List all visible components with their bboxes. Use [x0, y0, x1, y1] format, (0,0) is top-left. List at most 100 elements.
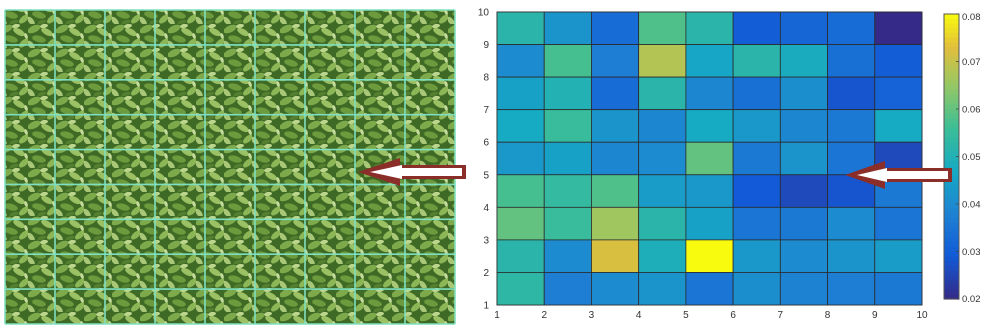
y-tick-label: 8	[483, 73, 489, 84]
arrow-left-icon	[845, 161, 952, 189]
y-tick-label: 5	[483, 170, 489, 181]
heatmap-cell	[543, 76, 592, 111]
heatmap-cell	[638, 174, 687, 208]
heatmap-cell	[779, 109, 828, 143]
heatmap-cell	[543, 272, 592, 306]
colorbar-strip	[944, 213, 959, 219]
x-tick-label: 2	[541, 310, 547, 321]
heatmap-cell	[496, 76, 545, 111]
colorbar-strip	[944, 33, 959, 39]
heatmap-cell	[543, 141, 592, 176]
colorbar-strip	[944, 218, 959, 224]
colorbar-strip	[944, 71, 959, 77]
colorbar-tick-label: 0.08	[962, 12, 981, 23]
heatmap-cell	[543, 44, 592, 78]
colorbar-strip	[944, 223, 959, 229]
colorbar-strip	[944, 294, 959, 300]
heatmap-cell	[827, 272, 876, 306]
colorbar-strip	[944, 275, 959, 281]
heatmap-cell	[874, 44, 923, 78]
y-tick-label: 9	[483, 40, 489, 51]
y-tick-label: 2	[483, 268, 489, 279]
colorbar-strip	[944, 199, 959, 205]
colorbar-tick-label: 0.03	[962, 247, 981, 258]
heatmap-cell	[685, 239, 734, 273]
colorbar-strip	[944, 251, 959, 257]
colorbar-strip	[944, 85, 959, 91]
colorbar-strip	[944, 128, 959, 134]
x-tick-label: 4	[636, 310, 642, 321]
colorbar-strip	[944, 237, 959, 243]
y-tick-label: 4	[483, 203, 489, 214]
heatmap-cell	[827, 11, 876, 45]
arrow-left-icon	[358, 158, 466, 186]
colorbar-strip	[944, 208, 959, 215]
heatmap-cell	[685, 44, 734, 78]
heatmap-cell	[732, 272, 781, 306]
x-tick-label: 5	[683, 310, 689, 321]
colorbar-strip	[944, 23, 959, 29]
colorbar-strip	[944, 147, 959, 153]
colorbar-strip	[944, 18, 959, 25]
colorbar-strip	[944, 118, 959, 124]
heatmap-cell	[685, 109, 734, 143]
heatmap-cell	[732, 44, 781, 78]
heatmap-cell	[874, 272, 923, 306]
colorbar-tick-label: 0.05	[962, 152, 981, 163]
heatmap-cell	[779, 76, 828, 111]
heatmap-cell	[685, 272, 734, 306]
heatmap-cell	[732, 109, 781, 143]
colorbar-strip	[944, 185, 959, 191]
colorbar-tick-label: 0.02	[962, 294, 981, 305]
colorbar-strip	[944, 284, 959, 291]
heatmap-cell	[638, 272, 687, 306]
heatmap-cell	[591, 76, 640, 111]
colorbar-strip	[944, 232, 959, 238]
heatmap-cell	[827, 44, 876, 78]
heatmap-cell	[496, 272, 545, 306]
colorbar-strip	[944, 99, 959, 105]
colorbar-strip	[944, 265, 959, 272]
y-tick-label: 1	[483, 301, 489, 312]
colorbar-strip	[944, 75, 959, 82]
heatmap-cell	[779, 206, 828, 241]
colorbar-strip	[944, 14, 959, 20]
heatmap-cell	[543, 11, 592, 45]
heatmap-cell	[496, 239, 545, 273]
heatmap-cell	[732, 11, 781, 45]
heatmap-cell	[779, 11, 828, 45]
colorbar-strip	[944, 132, 959, 139]
colorbar-strip	[944, 189, 959, 196]
heatmap-chart: 1 2 3 4 5 6 7 8 9 10 1 2 3 4 5 6 7 8 9 10	[478, 8, 928, 322]
colorbar-strip	[944, 204, 959, 210]
colorbar-strip	[944, 242, 959, 248]
heatmap-cell	[779, 272, 828, 306]
colorbar-tick-label: 0.06	[962, 105, 981, 116]
y-tick-label: 10	[478, 8, 490, 19]
heatmap-cell	[874, 206, 923, 241]
heatmap-cell	[827, 109, 876, 143]
colorbar-strip	[944, 47, 959, 53]
heatmap-cell	[732, 76, 781, 111]
heatmap-cell	[543, 109, 592, 143]
heatmap-cell	[496, 141, 545, 176]
heatmap-cell	[638, 44, 687, 78]
heatmap-cell	[638, 109, 687, 143]
heatmap-cell	[874, 11, 923, 45]
heatmap-cell	[732, 174, 781, 208]
heatmap-cell	[638, 239, 687, 273]
colorbar-strip	[944, 42, 959, 48]
colorbar-tick-labels: 0.02 0.03 0.04 0.05 0.06 0.07 0.08	[956, 12, 981, 305]
colorbar-strip	[944, 194, 959, 200]
x-tick-label: 9	[872, 310, 878, 321]
x-tick-label: 1	[494, 310, 500, 321]
colorbar-strip	[944, 137, 959, 143]
heatmap-cell	[638, 206, 687, 241]
heatmap-cell	[685, 76, 734, 111]
heatmap-cell	[874, 76, 923, 111]
colorbar-strip	[944, 280, 959, 286]
colorbar-strip	[944, 37, 959, 44]
colorbar-strip	[944, 261, 959, 267]
colorbar-strip	[944, 66, 959, 72]
